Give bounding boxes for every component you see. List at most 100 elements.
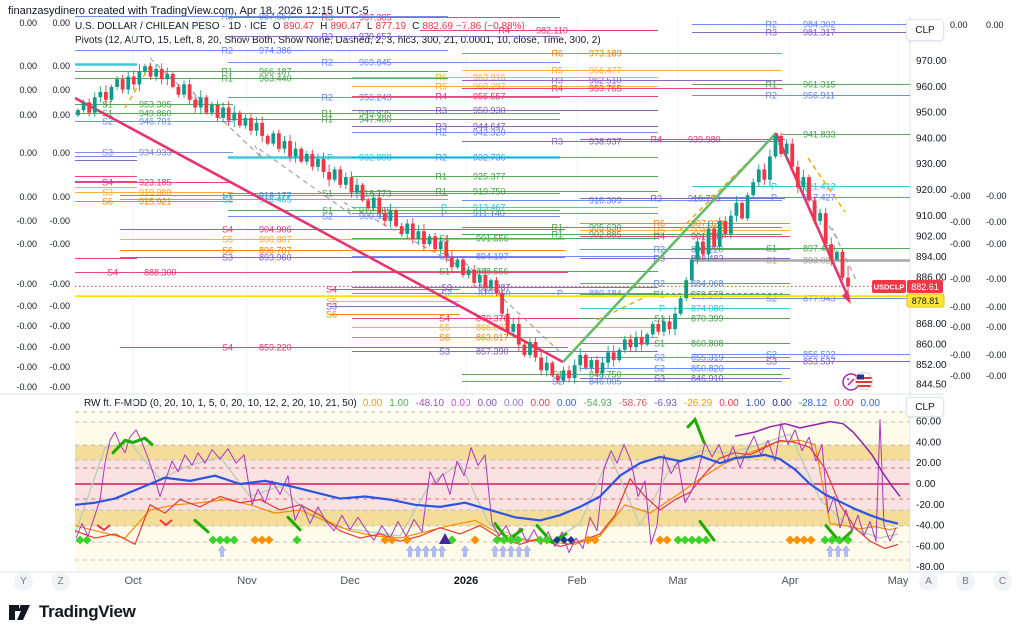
axis-button-c[interactable]: C [993, 572, 1012, 591]
pivot-tag: R2 [765, 20, 777, 30]
pivot-tag: S3 [326, 302, 337, 312]
attribution-text: finanzasydinero created with TradingView… [8, 5, 369, 17]
pivot-value: 963.440 [259, 74, 292, 84]
pivot-value: 953.305 [139, 100, 172, 110]
price-scale-currency-button[interactable]: CLP [906, 19, 944, 41]
plot-value: -0.00 [986, 322, 1007, 332]
osc-green-segment [535, 524, 568, 545]
pivot-tag: P [327, 153, 333, 163]
oscillator-bands [75, 410, 910, 571]
plot-value: -0.00 [950, 371, 971, 381]
plot-value: 0.00 [19, 192, 37, 202]
pivot-tag: R1 [551, 223, 563, 233]
ohlc-label: H [320, 21, 328, 32]
osc-green-segment [286, 515, 302, 532]
plot-value: 0.00 [52, 85, 70, 95]
indicator-value: -54.93 [583, 398, 612, 409]
pivot-tag: R2 [653, 245, 665, 255]
pivot-tag: R6 [653, 219, 665, 229]
uptrend [562, 132, 777, 363]
pivot-value: 921.412 [803, 182, 836, 192]
pivot-value: 870.376 [476, 314, 509, 324]
pivot-value: 944.647 [473, 122, 506, 132]
price-scale-label: 886.00 [916, 273, 947, 284]
axis-button-y[interactable]: Y [14, 572, 33, 591]
plot-value: -0.00 [49, 239, 70, 249]
indicator-value: 0.00 [834, 398, 854, 409]
plot-value: -0.00 [49, 342, 70, 352]
pivot-tag: R6 [551, 49, 563, 59]
pivot-tag: R1 [321, 109, 333, 119]
pivot-tag: S4 [102, 178, 113, 188]
axis-button-b[interactable]: B [956, 572, 975, 591]
pivot-tag: S4 [439, 314, 450, 324]
pivot-value: 853.537 [803, 357, 836, 367]
pivot-tag: S3 [654, 374, 665, 384]
pivot-value: 907.328 [691, 219, 724, 229]
price-scale-label: 852.00 [916, 360, 947, 371]
alert-price-badge: 878.81 [912, 296, 940, 306]
price-scale-label: 940.00 [916, 133, 947, 144]
pivot-value: 912.365 [359, 206, 392, 216]
pivot-value: 911.140 [473, 209, 505, 219]
pivot-tag: S5 [326, 297, 337, 307]
pivot-tag: S2 [439, 252, 450, 262]
plot-value: 0.00 [19, 148, 37, 158]
tradingview-logo[interactable]: TradingView [8, 600, 136, 624]
price-scale-label: 930.00 [916, 159, 947, 170]
pivot-value: 884.068 [691, 279, 724, 289]
pivot-tag: R3 [435, 122, 447, 132]
ohlc-values: O 890.47 H 890.47 L 877.19 C 882.69 [267, 21, 453, 32]
pivot-value: 877.943 [803, 294, 836, 304]
osc-series-blue-main [75, 453, 899, 525]
pivot-tag: R2 [653, 279, 665, 289]
plot-value: -0.00 [950, 274, 971, 284]
symbol-title: U.S. DOLLAR / CHILEAN PESO · 1D · ICE [75, 21, 267, 32]
plot-value: 0.00 [986, 20, 1004, 30]
pivot-tag: S1 [102, 109, 113, 119]
pivot-value: 866.697 [476, 323, 509, 333]
pivot-tag: S2 [766, 350, 777, 360]
pivot-value: 856.522 [803, 350, 836, 360]
plot-value: -0.00 [986, 302, 1007, 312]
indicator-value: 1.00 [745, 398, 766, 409]
axis-button-z[interactable]: Z [51, 572, 70, 591]
indicator-value: 0.00 [451, 398, 471, 409]
plot-value: -0.00 [49, 362, 70, 372]
downtrend-2 [774, 132, 851, 300]
pivot-value: 959.765 [589, 84, 622, 94]
symbol-badge: USDCLP [874, 283, 905, 292]
indicator-value: 0.00 [772, 398, 792, 409]
pivot-value: 956.557 [473, 92, 506, 102]
pivot-value: 897.430 [803, 244, 836, 254]
pivot-tag: S2 [552, 377, 563, 387]
pivot-value: 863.017 [476, 333, 509, 343]
pivot-value: 956.911 [803, 91, 835, 101]
pivot-value: 904.906 [259, 225, 292, 235]
time-axis-label: Feb [568, 575, 587, 587]
pivot-value: 848.750 [589, 370, 622, 380]
pivots-settings-legend: Pivots (12, AUTO, 15, Left, 8, 20, Show … [75, 35, 601, 46]
indicator-scale-currency-button[interactable]: CLP [906, 397, 944, 417]
ohlc-label: C [412, 21, 420, 32]
axis-button-a[interactable]: A [919, 572, 938, 591]
plot-value: 0.00 [52, 110, 70, 120]
pivot-value: 894.197 [476, 252, 509, 262]
ohlc-value: 877.19 [375, 21, 407, 32]
pivot-tag: S3 [102, 148, 113, 158]
osc-green-segment [493, 522, 524, 543]
tradingview-logo-icon [9, 605, 30, 620]
pivot-value: 963.916 [473, 73, 506, 83]
pivot-value: 888.556 [476, 267, 509, 277]
plot-value: -0.00 [950, 302, 971, 312]
indicator-value: 0.00 [530, 398, 550, 409]
pivot-tag: R3 [551, 76, 563, 86]
indicator-value: 0.00 [719, 398, 739, 409]
plot-value: -0.00 [16, 362, 37, 372]
pivot-tag: R1 [435, 172, 447, 182]
pivot-value: 913.467 [473, 203, 506, 213]
pivot-tag: S4 [222, 225, 233, 235]
time-axis-label: Oct [124, 575, 141, 587]
pivot-value: 925.377 [473, 172, 506, 182]
